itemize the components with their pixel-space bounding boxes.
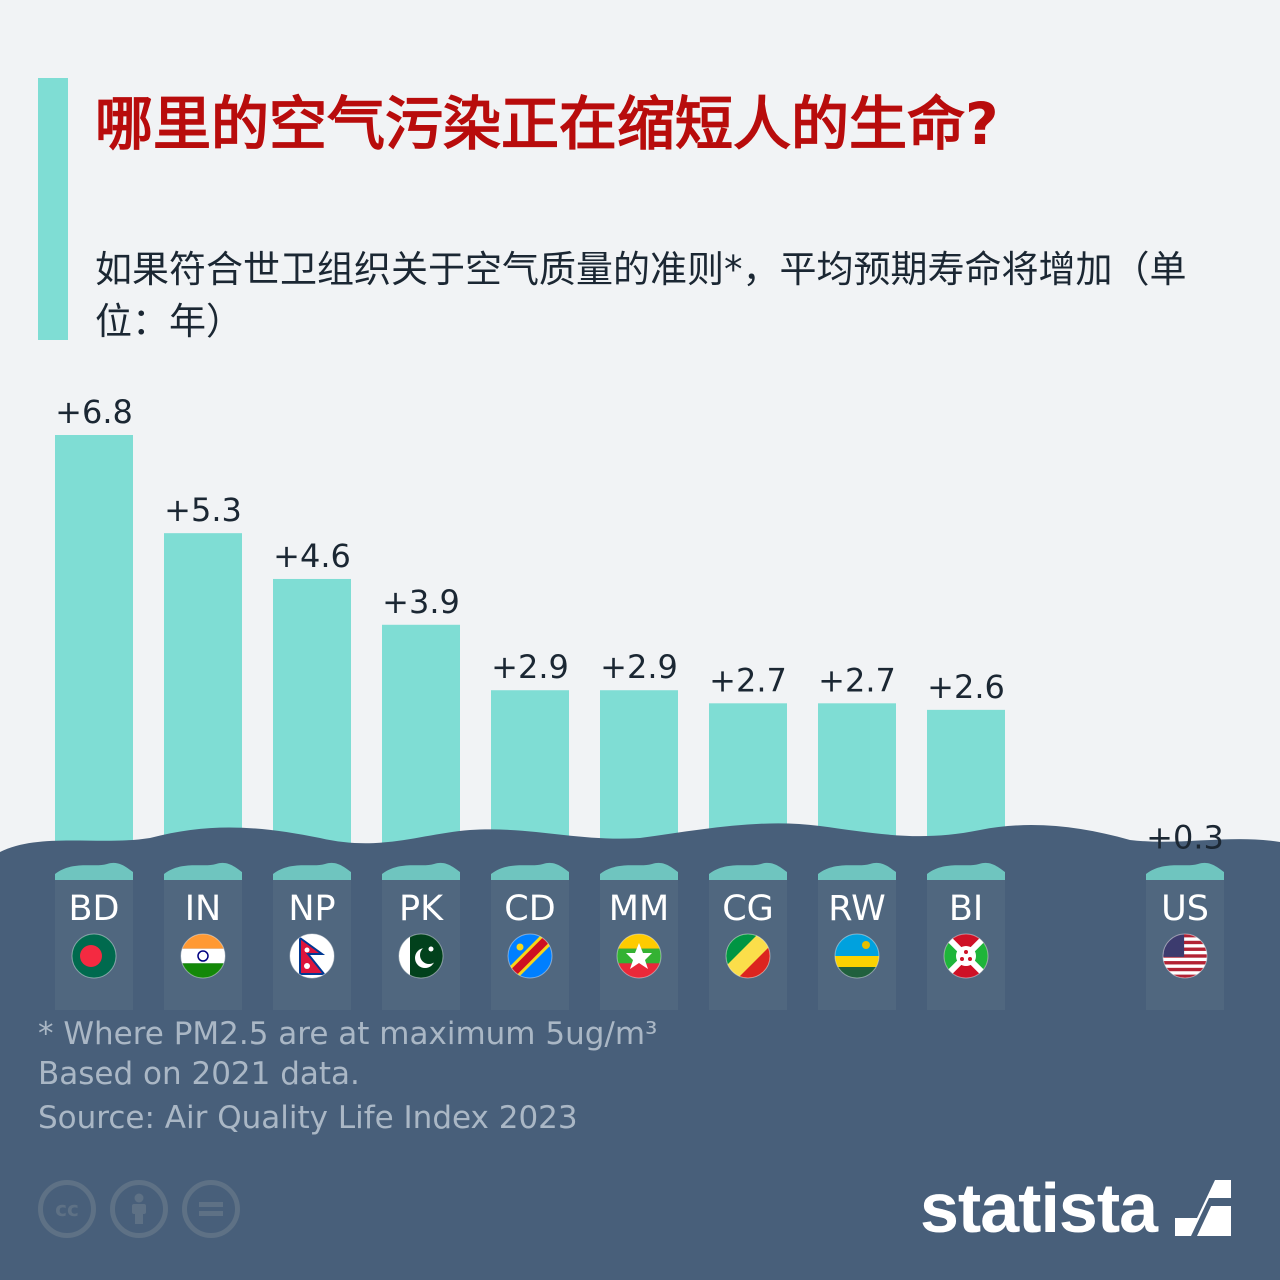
value-label: +0.3 <box>1146 818 1224 856</box>
usa-flag-icon <box>1162 933 1208 979</box>
source-link[interactable]: Source: Air Quality Life Index 2023 <box>38 1100 578 1136</box>
category-label: RW <box>828 889 886 929</box>
bar-wave-cap <box>382 862 460 880</box>
bar-wave-cap <box>491 862 569 880</box>
bar-IN[interactable] <box>164 533 242 880</box>
license-icons: cc <box>38 1180 240 1238</box>
myanmar-flag-icon <box>616 933 662 979</box>
category-label: NP <box>288 889 335 929</box>
pakistan-flag-icon <box>398 933 444 979</box>
burundi-flag-icon <box>943 933 989 979</box>
bar-BD[interactable] <box>55 435 133 880</box>
chart-title: 哪里的空气污染正在缩短人的生命? <box>95 90 999 158</box>
footnote: * Where PM2.5 are at maximum 5ug/m³ <box>38 1016 658 1052</box>
dr-congo-flag-icon <box>507 933 553 979</box>
no-derivatives-icon[interactable] <box>182 1180 240 1238</box>
rwanda-flag-icon <box>834 933 880 979</box>
congo-flag-icon <box>725 933 771 979</box>
bar-wave-cap <box>1146 862 1224 880</box>
bar-wave-cap <box>164 862 242 880</box>
statista-logo-icon <box>1175 1180 1232 1236</box>
bar-wave-cap <box>55 862 133 880</box>
bangladesh-flag-icon <box>71 933 117 979</box>
bar-wave-cap <box>273 862 351 880</box>
category-label: IN <box>185 889 222 929</box>
category-label: CG <box>722 889 774 929</box>
category-label: BI <box>949 889 983 929</box>
value-label: +2.7 <box>818 661 896 699</box>
value-label: +3.9 <box>382 583 460 621</box>
data-note: Based on 2021 data. <box>38 1056 360 1092</box>
statista-brand[interactable]: statista <box>920 1168 1235 1248</box>
category-label: US <box>1161 889 1209 929</box>
value-label: +5.3 <box>164 491 242 529</box>
value-label: +2.9 <box>491 648 569 686</box>
attribution-icon[interactable] <box>110 1180 168 1238</box>
value-label: +2.7 <box>709 661 787 699</box>
category-label: BD <box>69 889 120 929</box>
category-label: MM <box>609 889 669 929</box>
bar-wave-cap <box>927 862 1005 880</box>
value-label: +4.6 <box>273 537 351 575</box>
value-label: +2.9 <box>600 648 678 686</box>
bar-wave-cap <box>818 862 896 880</box>
accent-bar <box>38 78 68 340</box>
cc-icon[interactable]: cc <box>38 1180 96 1238</box>
bar-wave-cap <box>600 862 678 880</box>
category-label: PK <box>399 889 444 929</box>
nepal-flag-icon <box>289 933 335 979</box>
category-label: CD <box>504 889 555 929</box>
brand-name: statista <box>920 1169 1158 1247</box>
chart-subtitle: 如果符合世卫组织关于空气质量的准则*，平均预期寿命将增加（单位：年） <box>95 248 1187 343</box>
value-label: +2.6 <box>927 668 1005 706</box>
bar-NP[interactable] <box>273 578 351 880</box>
bar-wave-cap <box>709 862 787 880</box>
india-flag-icon <box>180 933 226 979</box>
value-label: +6.8 <box>55 393 133 431</box>
